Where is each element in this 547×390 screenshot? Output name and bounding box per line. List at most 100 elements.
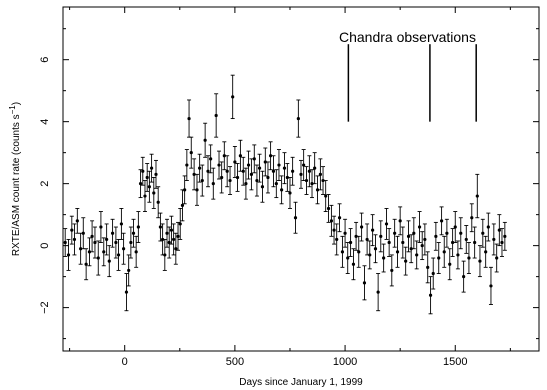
data-point [243, 167, 248, 200]
point-marker [382, 256, 386, 260]
point-marker [235, 175, 240, 180]
point-marker [152, 191, 156, 195]
y-tick-label: 0 [39, 243, 51, 249]
data-point [160, 223, 165, 256]
data-point [66, 238, 71, 271]
point-marker [102, 250, 106, 254]
point-marker [406, 234, 411, 238]
point-marker [187, 116, 191, 121]
point-marker [233, 160, 237, 164]
point-marker [357, 250, 361, 254]
point-marker [442, 250, 446, 254]
data-point [431, 257, 436, 290]
point-marker [346, 256, 350, 260]
data-point [433, 221, 438, 251]
data-point [428, 276, 433, 315]
data-point [104, 223, 109, 256]
data-point [238, 139, 243, 172]
data-point [184, 149, 189, 181]
point-marker [321, 178, 325, 183]
data-point [90, 220, 95, 253]
data-point [153, 159, 158, 189]
point-marker [453, 225, 457, 229]
data-point [414, 240, 419, 270]
point-marker [335, 237, 339, 242]
point-marker [222, 154, 226, 158]
point-marker [156, 200, 160, 204]
point-marker [296, 116, 300, 121]
data-point [464, 225, 469, 254]
data-point [78, 232, 83, 265]
point-marker [387, 240, 391, 245]
data-point [279, 175, 284, 205]
data-point [356, 235, 361, 268]
data-point [381, 243, 386, 273]
data-point [469, 203, 474, 233]
data-point [296, 99, 301, 138]
data-point [169, 215, 174, 245]
point-marker [304, 178, 309, 183]
point-marker [79, 247, 83, 251]
data-point [151, 177, 156, 209]
point-marker [467, 256, 471, 260]
data-point [398, 206, 403, 236]
point-marker [122, 247, 126, 251]
point-marker [348, 240, 353, 245]
point-marker [225, 169, 229, 173]
point-marker [434, 234, 438, 238]
data-point [274, 169, 279, 199]
point-marker [214, 113, 218, 118]
data-point [502, 221, 507, 251]
point-marker [324, 194, 328, 198]
data-point [354, 221, 359, 251]
point-marker [390, 268, 394, 273]
point-marker [439, 219, 444, 223]
data-point [101, 237, 106, 267]
data-point [165, 218, 170, 248]
point-marker [412, 231, 416, 235]
data-point [290, 156, 295, 186]
data-point [208, 144, 213, 174]
point-marker [99, 225, 103, 229]
data-point [156, 186, 161, 219]
point-marker [420, 244, 424, 248]
data-point [241, 156, 246, 186]
point-marker [203, 138, 207, 142]
data-point [403, 246, 408, 276]
point-marker [260, 185, 265, 189]
point-marker [326, 206, 331, 211]
point-marker [340, 250, 345, 254]
point-marker [475, 194, 479, 198]
data-point [343, 218, 348, 248]
point-marker [127, 268, 131, 273]
data-point [389, 254, 394, 287]
data-point [211, 167, 216, 200]
data-point [373, 234, 378, 264]
data-point [461, 260, 466, 293]
point-marker [263, 160, 267, 164]
point-marker [495, 256, 499, 260]
point-marker [158, 225, 163, 229]
data-point [271, 155, 276, 188]
point-marker [268, 154, 273, 158]
data-point [326, 194, 331, 223]
x-tick-label: 1500 [443, 356, 467, 368]
point-marker [145, 175, 149, 180]
point-marker [401, 240, 405, 245]
point-marker [169, 228, 174, 232]
data-point [230, 74, 235, 120]
data-point [417, 211, 422, 243]
point-marker [384, 222, 389, 226]
point-marker [379, 234, 383, 238]
point-marker [456, 253, 460, 257]
x-tick-label: 500 [226, 356, 244, 368]
data-point [442, 235, 447, 268]
point-marker [288, 191, 292, 195]
x-axis-title: Days since January 1, 1999 [239, 377, 363, 388]
data-point [257, 153, 262, 183]
point-marker [291, 169, 295, 173]
point-marker [163, 253, 167, 257]
point-marker [131, 231, 136, 235]
data-point [466, 242, 471, 274]
data-point [387, 228, 392, 257]
